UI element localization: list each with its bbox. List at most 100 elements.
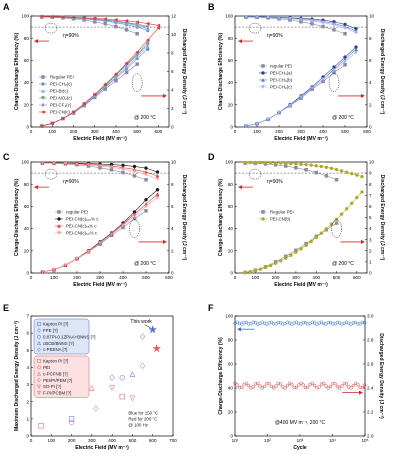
legend-label: PEI-CN(b) — [270, 217, 291, 222]
energy-point — [269, 384, 274, 389]
efficiency-point — [321, 24, 325, 29]
efficiency-line — [245, 16, 346, 35]
energy-point — [237, 386, 242, 390]
x-tick-label: 200 — [73, 275, 81, 280]
eff-ellipse — [248, 168, 262, 180]
energy-point — [278, 259, 283, 263]
x-tick-label: 400 — [108, 438, 116, 443]
x-tick-label: 0 — [234, 275, 237, 280]
efficiency-point — [155, 170, 160, 174]
efficiency-point — [360, 174, 364, 179]
x-tick-label: 0 — [30, 129, 33, 134]
energy-point — [124, 61, 129, 66]
energy-point — [266, 117, 270, 122]
efficiency-point — [306, 322, 310, 326]
energy-point — [317, 385, 321, 389]
data-point — [119, 393, 125, 400]
legend-marker — [261, 85, 265, 90]
x-tick-label: 200 — [275, 129, 283, 134]
y2-tick-label: 3.0 — [367, 314, 374, 319]
efficiency-point — [121, 167, 125, 172]
efficiency-point — [244, 15, 248, 19]
efficiency-point — [135, 20, 139, 24]
panel-label: F — [208, 303, 214, 313]
eta-label: η=90% — [267, 179, 283, 185]
efficiency-point — [50, 14, 54, 19]
efficiency-point — [344, 170, 349, 174]
data-point — [152, 343, 162, 353]
y-tick-label: 40 — [24, 226, 30, 231]
energy-point — [253, 382, 258, 386]
energy-line — [245, 64, 346, 127]
efficiency-point — [326, 321, 330, 325]
efficiency-point — [360, 320, 365, 325]
efficiency-point — [329, 166, 334, 171]
x-tick-label: 200 — [272, 275, 280, 280]
efficiency-point — [297, 321, 301, 326]
efficiency-point — [121, 170, 125, 175]
energy-point — [283, 386, 287, 390]
legend-label: 0.8TPI-0.1ZPAA+BNNS [?] — [43, 334, 96, 339]
energy-point — [60, 116, 65, 121]
legend-label: FPE [?] — [43, 328, 58, 333]
y-tick-label: 40 — [228, 80, 234, 85]
left-arrow-head — [238, 185, 242, 190]
x-axis-title: Electric Field (MV m⁻¹) — [274, 136, 328, 142]
y2-axis-title: Discharged Energy Density (J cm⁻³) — [378, 333, 384, 419]
y2-tick-label: 6 — [171, 204, 174, 209]
energy-ellipse — [331, 219, 342, 238]
efficiency-point — [273, 161, 278, 165]
energy-point — [109, 232, 114, 237]
energy-point — [253, 268, 258, 273]
temperature-label: @ 200 °C — [134, 115, 156, 121]
legend-marker — [41, 102, 45, 108]
x-tick-label: 300 — [96, 275, 104, 280]
energy-point — [310, 86, 314, 91]
temperature-label: @ 200 °C — [332, 115, 354, 121]
y2-tick-label: 12 — [171, 14, 177, 19]
energy-point — [267, 382, 271, 386]
energy-point — [358, 385, 362, 389]
legend-label: Kapton PI [?] — [43, 322, 68, 327]
efficiency-point — [144, 178, 148, 182]
series-3 — [40, 161, 160, 274]
plot-frame — [234, 315, 366, 437]
efficiency-point — [248, 160, 252, 165]
eff-ellipse — [44, 168, 58, 180]
series-1 — [243, 160, 364, 275]
y2-axis-title: Discharged Energy Density (J cm⁻³) — [379, 29, 385, 115]
legend-label: PEI-CH₃(c) — [50, 82, 72, 87]
energy-point — [324, 384, 328, 388]
y-tick-label: 0 — [230, 271, 233, 276]
energy-point — [304, 243, 308, 247]
energy-point — [113, 72, 118, 77]
energy-point — [324, 227, 329, 231]
y-tick-label: 20 — [24, 248, 30, 253]
y2-tick-label: 5 — [369, 215, 372, 220]
energy-point — [63, 263, 68, 268]
right-arrow-head — [163, 93, 167, 98]
energy-point — [342, 381, 346, 386]
x-tick-label: 0 — [234, 129, 237, 134]
efficiency-point — [319, 164, 324, 169]
energy-point — [103, 82, 108, 87]
efficiency-point — [155, 173, 160, 178]
efficiency-point — [314, 170, 318, 175]
efficiency-point — [322, 321, 326, 326]
efficiency-point — [281, 322, 285, 326]
efficiency-point — [255, 15, 259, 20]
this-work-label: This work — [130, 319, 152, 325]
left-arrow-head — [238, 39, 242, 44]
x-tick-label: 0 — [30, 438, 33, 443]
x-tick-label: 400 — [112, 129, 120, 134]
eta-label: η=90% — [63, 179, 79, 185]
x-tick-label: 300 — [292, 275, 300, 280]
note-label: @ 100 Hz — [128, 423, 148, 428]
legend-marker — [37, 365, 41, 370]
energy-point — [334, 221, 339, 225]
eff-ellipse — [248, 22, 262, 34]
y2-tick-label: 2.8 — [367, 338, 374, 343]
y2-tick-label: 2 — [171, 248, 174, 253]
energy-point — [303, 386, 308, 390]
x-axis-title: Electric Field (MV m⁻¹) — [73, 136, 127, 142]
